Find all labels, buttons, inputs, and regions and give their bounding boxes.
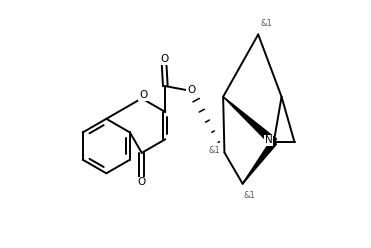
Text: O: O [139,90,147,100]
Text: O: O [160,54,168,64]
Polygon shape [223,97,276,145]
Text: &1: &1 [244,191,256,200]
Text: O: O [138,177,146,187]
Text: &1: &1 [261,19,273,28]
Polygon shape [243,140,276,184]
Text: O: O [187,85,195,95]
Text: N: N [265,135,272,145]
Text: &1: &1 [209,146,220,155]
